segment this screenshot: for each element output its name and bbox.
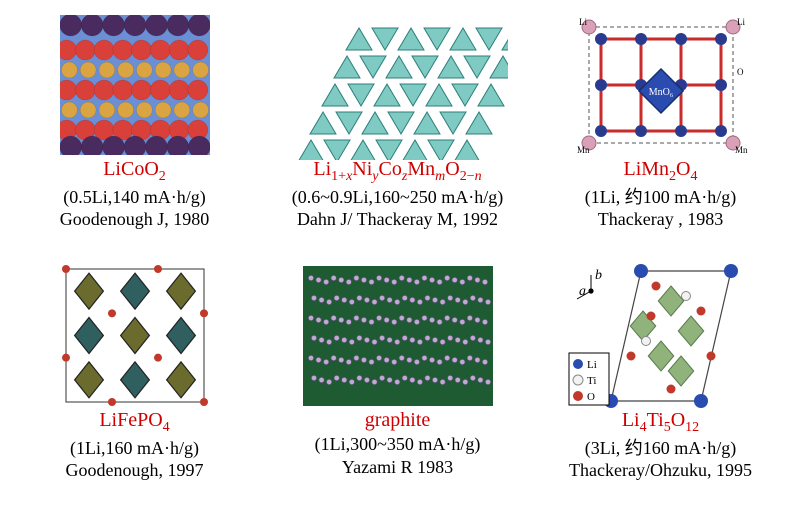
formula-ncm: Li1+xNiyCozMnmO2−n [292, 157, 503, 186]
image-limn2o4: MnO₆ Li Li Mn Mn O [571, 12, 751, 157]
attribution-limn2o4: Thackeray , 1983 [585, 208, 736, 231]
image-lto: abLiTiO [561, 263, 761, 408]
formula-lifepo4: LiFePO4 [66, 408, 204, 437]
capacity-lifepo4: (1Li,160 mA·h/g) [66, 437, 204, 460]
cell-lifepo4: LiFePO4 (1Li,160 mA·h/g) Goodenough, 199… [12, 263, 257, 506]
svg-text:O: O [737, 67, 744, 77]
svg-text:Li: Li [737, 17, 745, 27]
caption-graphite: graphite (1Li,300~350 mA·h/g) Yazami R 1… [315, 408, 481, 478]
svg-text:MnO₆: MnO₆ [648, 87, 673, 98]
svg-text:Mn: Mn [735, 145, 748, 155]
caption-limn2o4: LiMn2O4 (1Li, 约100 mA·h/g) Thackeray , 1… [585, 157, 736, 231]
image-ncm [288, 12, 508, 157]
formula-licoo2: LiCoO2 [60, 157, 210, 186]
svg-text:O: O [587, 391, 595, 403]
image-lifepo4 [60, 263, 210, 408]
capacity-lto: (3Li, 约160 mA·h/g) [569, 437, 752, 460]
svg-text:Mn: Mn [577, 145, 590, 155]
cell-lto: abLiTiO Li4Ti5O12 (3Li, 约160 mA·h/g) Tha… [538, 263, 783, 506]
capacity-limn2o4: (1Li, 约100 mA·h/g) [585, 186, 736, 209]
caption-licoo2: LiCoO2 (0.5Li,140 mA·h/g) Goodenough J, … [60, 157, 210, 231]
capacity-ncm: (0.6~0.9Li,160~250 mA·h/g) [292, 186, 503, 209]
caption-lifepo4: LiFePO4 (1Li,160 mA·h/g) Goodenough, 199… [66, 408, 204, 482]
svg-text:b: b [595, 268, 602, 283]
formula-graphite: graphite [315, 408, 481, 433]
attribution-graphite: Yazami R 1983 [315, 456, 481, 479]
caption-lto: Li4Ti5O12 (3Li, 约160 mA·h/g) Thackeray/O… [569, 408, 752, 482]
formula-limn2o4: LiMn2O4 [585, 157, 736, 186]
image-graphite [303, 263, 493, 408]
attribution-lifepo4: Goodenough, 1997 [66, 459, 204, 482]
svg-text:Ti: Ti [587, 375, 596, 387]
materials-grid: LiCoO2 (0.5Li,140 mA·h/g) Goodenough J, … [12, 12, 783, 506]
cell-licoo2: LiCoO2 (0.5Li,140 mA·h/g) Goodenough J, … [12, 12, 257, 255]
attribution-ncm: Dahn J/ Thackeray M, 1992 [292, 208, 503, 231]
svg-text:Li: Li [587, 359, 597, 371]
cell-graphite: graphite (1Li,300~350 mA·h/g) Yazami R 1… [275, 263, 520, 506]
svg-text:Li: Li [579, 17, 587, 27]
attribution-lto: Thackeray/Ohzuku, 1995 [569, 459, 752, 482]
attribution-licoo2: Goodenough J, 1980 [60, 208, 210, 231]
capacity-graphite: (1Li,300~350 mA·h/g) [315, 433, 481, 456]
caption-ncm: Li1+xNiyCozMnmO2−n (0.6~0.9Li,160~250 mA… [292, 157, 503, 231]
image-licoo2 [60, 12, 210, 157]
cell-ncm: Li1+xNiyCozMnmO2−n (0.6~0.9Li,160~250 mA… [275, 12, 520, 255]
formula-lto: Li4Ti5O12 [569, 408, 752, 437]
capacity-licoo2: (0.5Li,140 mA·h/g) [60, 186, 210, 209]
cell-limn2o4: MnO₆ Li Li Mn Mn O LiMn2O4 (1Li, 约100 mA·h/g)… [538, 12, 783, 255]
